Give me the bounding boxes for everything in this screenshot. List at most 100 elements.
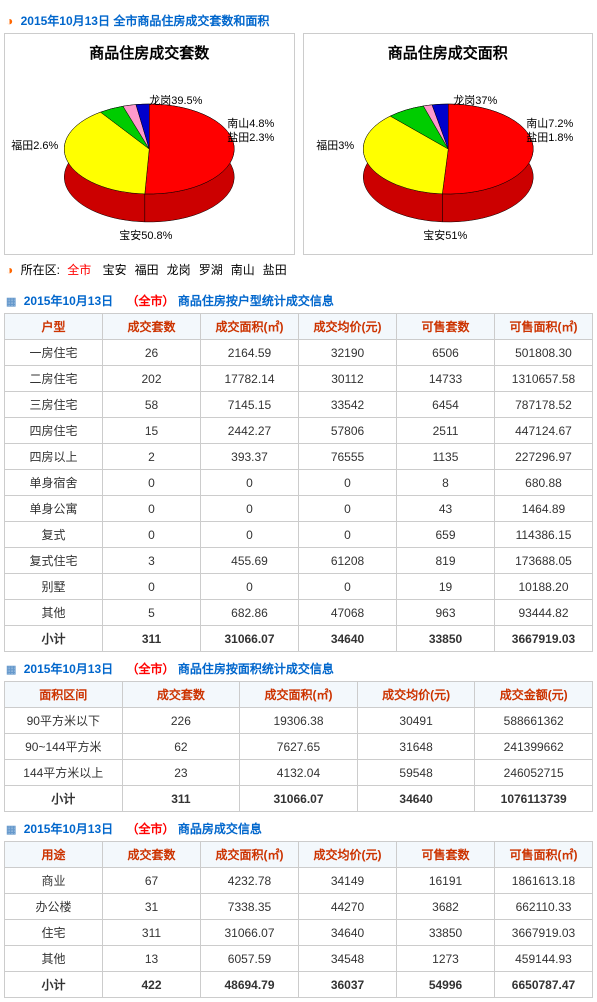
cell: 17782.14 (201, 366, 299, 392)
cell: 62 (122, 734, 240, 760)
table3-title: 商品房成交信息 (178, 822, 262, 836)
cell: 小计 (5, 626, 103, 652)
table2-header: ▦ 2015年10月13日 （全市） 商品住房按面积统计成交信息 (4, 656, 593, 681)
cell: 787178.52 (495, 392, 593, 418)
cell: 单身宿舍 (5, 470, 103, 496)
table1-date: 2015年10月13日 (24, 294, 113, 308)
table-row: 90~144平方米627627.6531648241399662 (5, 734, 593, 760)
cell: 三房住宅 (5, 392, 103, 418)
cell: 31066.07 (240, 786, 358, 812)
cell: 复式住宅 (5, 548, 103, 574)
table-row: 二房住宅20217782.1430112147331310657.58 (5, 366, 593, 392)
cell: 47068 (299, 600, 397, 626)
grid-icon: ▦ (6, 664, 16, 676)
cell: 114386.15 (495, 522, 593, 548)
cell: 7338.35 (201, 894, 299, 920)
cell: 34640 (357, 786, 475, 812)
cell: 0 (103, 470, 201, 496)
cell: 31066.07 (201, 920, 299, 946)
region-link[interactable]: 罗湖 (199, 263, 223, 277)
table-row: 一房住宅262164.59321906506501808.30 (5, 340, 593, 366)
table2-date: 2015年10月13日 (24, 662, 113, 676)
col-header: 可售套数 (397, 842, 495, 868)
pie-right: 龙岗37%南山7.2%盐田1.8%福田3%宝安51% (308, 69, 589, 247)
col-header: 成交套数 (103, 314, 201, 340)
cell: 0 (103, 522, 201, 548)
region-link[interactable]: 福田 (135, 263, 159, 277)
table1: 户型成交套数成交面积(㎡)成交均价(元)可售套数可售面积(㎡)一房住宅26216… (4, 313, 593, 652)
cell: 393.37 (201, 444, 299, 470)
cell: 2511 (397, 418, 495, 444)
region-link[interactable]: 南山 (231, 263, 255, 277)
table-row: 四房以上2393.37765551135227296.97 (5, 444, 593, 470)
chart-left: 商品住房成交套数 龙岗39.5%南山4.8%盐田2.3%福田2.6%宝安50.8… (4, 33, 295, 255)
pie-label: 宝安51% (423, 228, 467, 242)
chart-right: 商品住房成交面积 龙岗37%南山7.2%盐田1.8%福田3%宝安51% (303, 33, 594, 255)
chart-left-title: 商品住房成交套数 (9, 38, 290, 69)
cell: 3 (103, 548, 201, 574)
cell: 其他 (5, 600, 103, 626)
subtotal-row: 小计31131066.0734640338503667919.03 (5, 626, 593, 652)
table1-header: ▦ 2015年10月13日 （全市） 商品住房按户型统计成交信息 (4, 288, 593, 313)
cell: 0 (299, 496, 397, 522)
bullet-icon: ◑ (6, 263, 13, 277)
cell: 23 (122, 760, 240, 786)
grid-icon: ▦ (6, 824, 16, 836)
cell: 0 (201, 522, 299, 548)
cell: 26 (103, 340, 201, 366)
cell: 76555 (299, 444, 397, 470)
cell: 226 (122, 708, 240, 734)
cell: 3667919.03 (495, 626, 593, 652)
col-header: 成交均价(元) (357, 682, 475, 708)
col-header: 成交套数 (103, 842, 201, 868)
cell: 246052715 (475, 760, 593, 786)
table-row: 商业674232.7834149161911861613.18 (5, 868, 593, 894)
cell: 二房住宅 (5, 366, 103, 392)
cell: 44270 (299, 894, 397, 920)
table-row: 其他5682.864706896393444.82 (5, 600, 593, 626)
cell: 6506 (397, 340, 495, 366)
col-header: 可售套数 (397, 314, 495, 340)
bullet-icon: ◑ (6, 14, 13, 28)
table-row: 复式住宅3455.6961208819173688.05 (5, 548, 593, 574)
col-header: 可售面积(㎡) (495, 314, 593, 340)
cell: 小计 (5, 786, 123, 812)
cell: 0 (299, 574, 397, 600)
region-label: 所在区: (21, 263, 60, 277)
cell: 241399662 (475, 734, 593, 760)
table-row: 别墅0001910188.20 (5, 574, 593, 600)
region-link[interactable]: 宝安 (103, 263, 127, 277)
cell: 4232.78 (201, 868, 299, 894)
cell: 0 (201, 496, 299, 522)
cell: 58 (103, 392, 201, 418)
cell: 6057.59 (201, 946, 299, 972)
table1-title: 商品住房按户型统计成交信息 (178, 294, 334, 308)
table-row: 144平方米以上234132.0459548246052715 (5, 760, 593, 786)
cell: 小计 (5, 972, 103, 998)
cell: 34640 (299, 626, 397, 652)
region-active[interactable]: 全市 (67, 263, 91, 277)
cell: 43 (397, 496, 495, 522)
cell: 13 (103, 946, 201, 972)
cell: 659 (397, 522, 495, 548)
table3: 用途成交套数成交面积(㎡)成交均价(元)可售套数可售面积(㎡)商业674232.… (4, 841, 593, 998)
region-link[interactable]: 盐田 (263, 263, 287, 277)
cell: 311 (103, 626, 201, 652)
cell: 682.86 (201, 600, 299, 626)
col-header: 成交面积(㎡) (240, 682, 358, 708)
pie-label: 盐田1.8% (526, 131, 573, 144)
cell: 3667919.03 (495, 920, 593, 946)
cell: 422 (103, 972, 201, 998)
cell: 1464.89 (495, 496, 593, 522)
cell: 501808.30 (495, 340, 593, 366)
subtotal-row: 小计31131066.07346401076113739 (5, 786, 593, 812)
cell: 90平方米以下 (5, 708, 123, 734)
cell: 57806 (299, 418, 397, 444)
region-row: ◑ 所在区: 全市 宝安福田龙岗罗湖南山盐田 (4, 255, 593, 284)
region-link[interactable]: 龙岗 (167, 263, 191, 277)
cell: 1273 (397, 946, 495, 972)
cell: 202 (103, 366, 201, 392)
cell: 10188.20 (495, 574, 593, 600)
col-header: 可售面积(㎡) (495, 842, 593, 868)
cell: 四房住宅 (5, 418, 103, 444)
